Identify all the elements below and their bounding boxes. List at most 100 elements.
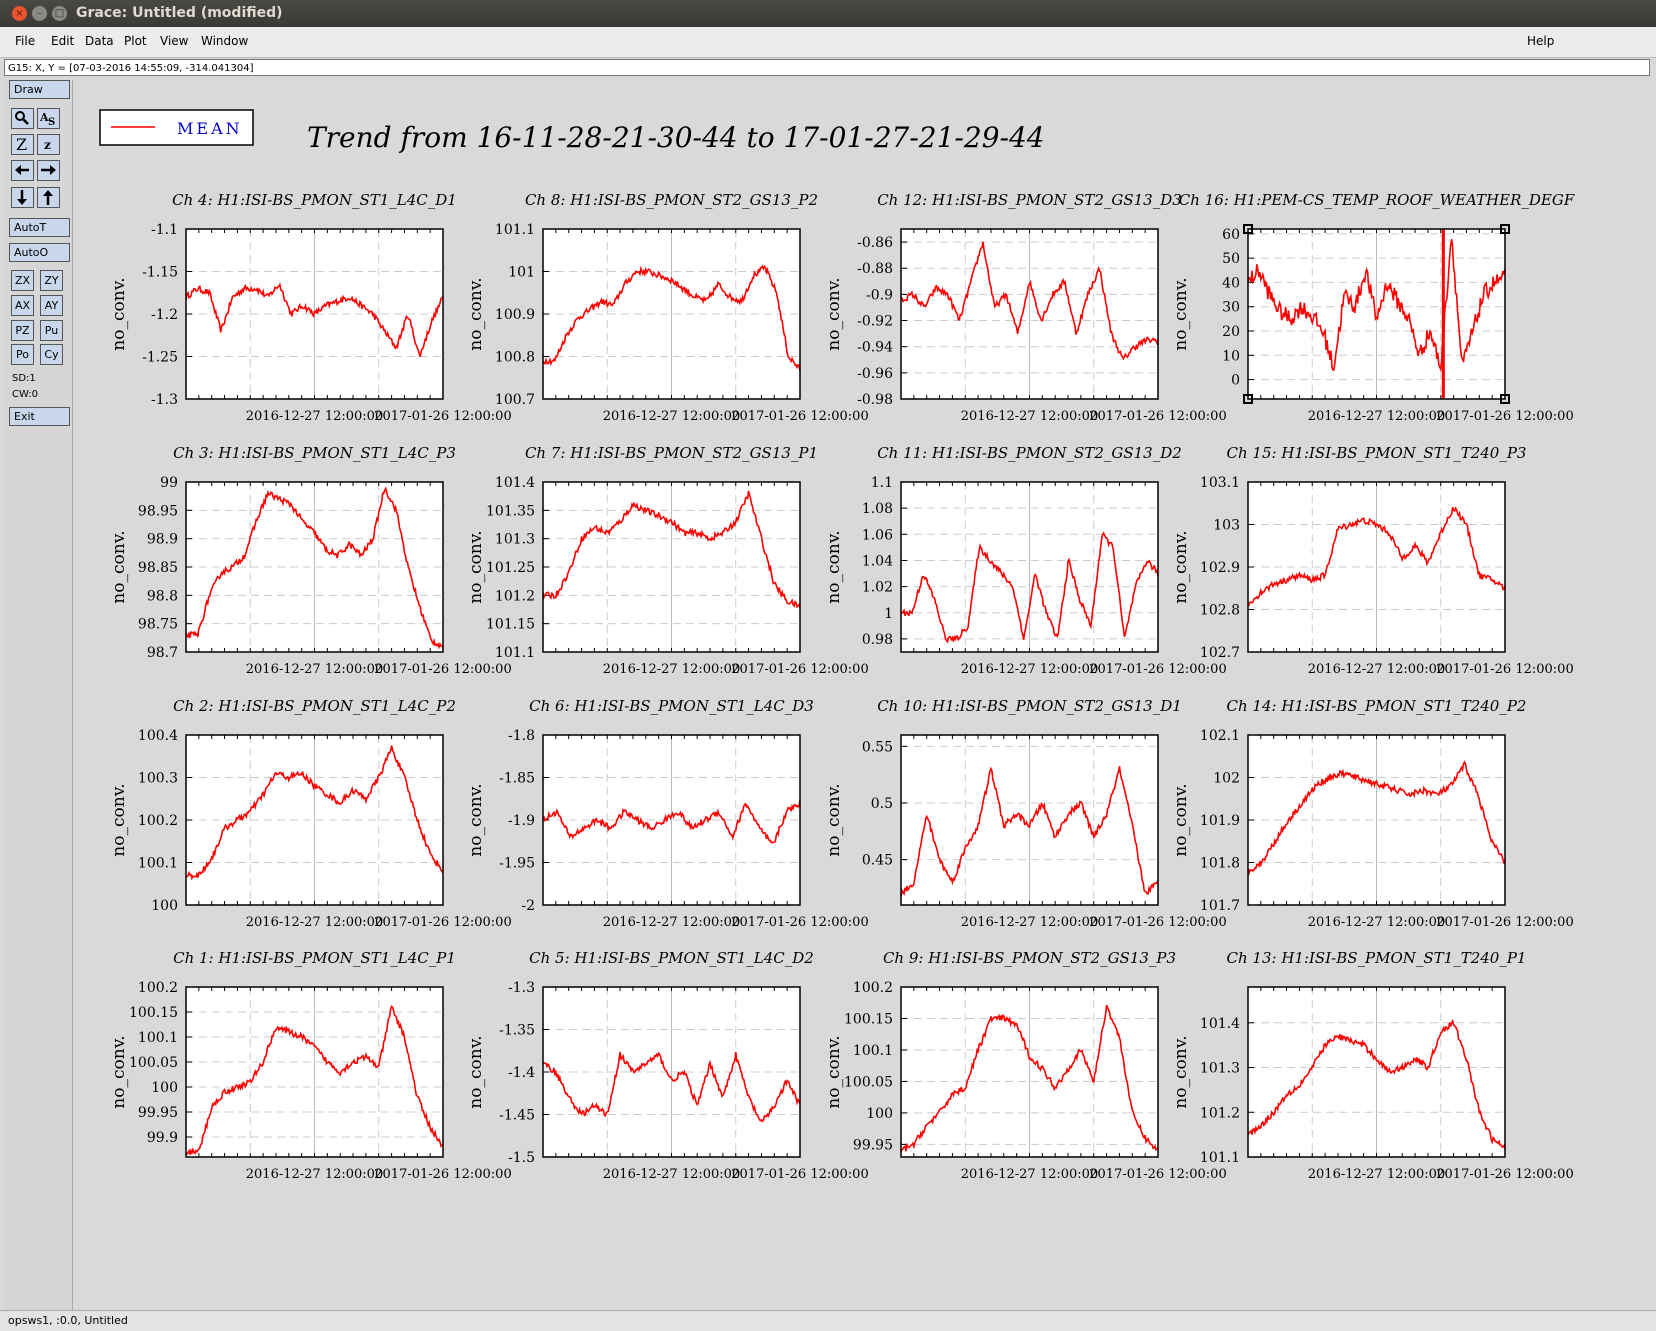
magnifier-icon[interactable]	[11, 108, 34, 129]
series-line	[900, 1004, 1159, 1153]
draw-button[interactable]: Draw	[9, 80, 70, 99]
x-tick-label: 2017-01-26 12:00:00	[1089, 1167, 1226, 1182]
y-tick-label: 40	[1222, 275, 1240, 291]
pz-button[interactable]: PZ	[11, 320, 34, 341]
y-tick-label: 100.15	[129, 1005, 178, 1021]
menu-file[interactable]: File	[15, 34, 36, 48]
po-button[interactable]: Po	[11, 344, 34, 365]
selection-handle[interactable]	[1243, 224, 1253, 234]
plot-svg[interactable]: MEAN Trend from 16-11-28-21-30-44 to 17-…	[73, 78, 1650, 1310]
y-tick-label: 100.4	[138, 728, 178, 744]
y-tick-label: 100.2	[853, 980, 893, 996]
y-axis-label: no_conv.	[466, 783, 486, 856]
trend-panel[interactable]: Ch 15: H1:ISI-BS_PMON_ST1_T240_P3 103.1 10…	[1171, 444, 1574, 677]
y-tick-label: 1.1	[871, 475, 893, 491]
trend-panel[interactable]: Ch 4: H1:ISI-BS_PMON_ST1_L4C_D1 -1.1 -1.15…	[109, 191, 512, 424]
y-tick-label: 100.2	[138, 813, 178, 829]
y-tick-label: 101.9	[1200, 813, 1240, 829]
autot-button[interactable]: AutoT	[9, 218, 70, 237]
selection-handle[interactable]	[1500, 224, 1510, 234]
y-tick-label: -1.95	[499, 856, 535, 872]
trend-panel[interactable]: Ch 14: H1:ISI-BS_PMON_ST1_T240_P2 102.1 10…	[1171, 697, 1574, 930]
trend-panel[interactable]: Ch 2: H1:ISI-BS_PMON_ST1_L4C_P2 100.4 100.…	[109, 697, 512, 930]
menu-plot[interactable]: Plot	[124, 34, 147, 48]
y-tick-label: 100	[866, 1106, 893, 1122]
menu-edit[interactable]: Edit	[51, 34, 75, 48]
trend-panel[interactable]: Ch 11: H1:ISI-BS_PMON_ST2_GS13_D2 1.1 1.08…	[824, 444, 1227, 677]
y-axis-label: no_conv.	[466, 530, 486, 603]
menu-view[interactable]: View	[160, 34, 189, 48]
menu-data[interactable]: Data	[85, 34, 114, 48]
zy-button[interactable]: ZY	[40, 270, 63, 291]
y-tick-label: 98.85	[138, 560, 178, 576]
legend-label: MEAN	[177, 119, 243, 138]
y-axis-label: no_conv.	[824, 783, 844, 856]
trend-panel[interactable]: Ch 1: H1:ISI-BS_PMON_ST1_L4C_P1 100.2 100.…	[109, 949, 512, 1182]
arrow-up-icon[interactable]	[37, 187, 60, 208]
panel-title: Ch 5: H1:ISI-BS_PMON_ST1_L4C_D2	[529, 949, 814, 967]
menu-window[interactable]: Window	[201, 34, 249, 48]
y-tick-label: -0.86	[857, 235, 893, 251]
arrow-right-icon[interactable]	[37, 160, 60, 181]
y-tick-label: 101.2	[495, 588, 535, 604]
trend-panel[interactable]: Ch 5: H1:ISI-BS_PMON_ST1_L4C_D2 -1.3 -1.35…	[466, 949, 869, 1182]
arrow-left-icon[interactable]	[11, 160, 34, 181]
window-close-button[interactable]: ×	[12, 6, 27, 21]
x-tick-label: 2017-01-26 12:00:00	[731, 1167, 868, 1182]
y-tick-label: 20	[1222, 324, 1240, 340]
trend-panel[interactable]: Ch 8: H1:ISI-BS_PMON_ST2_GS13_P2 101.1 101…	[466, 191, 869, 424]
selection-handle[interactable]	[1500, 394, 1510, 404]
trend-panel[interactable]: Ch 10: H1:ISI-BS_PMON_ST2_GS13_D1 0.55 0.5…	[824, 697, 1227, 930]
series-line	[185, 282, 444, 358]
pu-button[interactable]: Pu	[40, 320, 63, 341]
y-axis-label: no_conv.	[466, 1035, 486, 1108]
y-tick-label: -1.85	[499, 771, 535, 787]
trend-panel[interactable]: Ch 13: H1:ISI-BS_PMON_ST1_T240_P1 101.4 10…	[1171, 949, 1574, 1182]
window-maximize-button[interactable]: □	[52, 6, 67, 21]
y-tick-label: 99.95	[853, 1137, 893, 1153]
legend[interactable]: MEAN	[99, 109, 254, 146]
plot-canvas[interactable]: MEAN Trend from 16-11-28-21-30-44 to 17-…	[73, 78, 1650, 1310]
trend-panel[interactable]: Ch 7: H1:ISI-BS_PMON_ST2_GS13_P1 101.4 101…	[466, 444, 869, 677]
svg-text:A: A	[39, 111, 49, 124]
arrow-down-icon[interactable]	[11, 187, 34, 208]
trend-panel[interactable]: Ch 6: H1:ISI-BS_PMON_ST1_L4C_D3 -1.8 -1.85…	[466, 697, 869, 930]
ay-button[interactable]: AY	[40, 295, 63, 316]
y-tick-label: 101.3	[1200, 1061, 1240, 1077]
autoo-button[interactable]: AutoO	[9, 243, 70, 262]
trend-panel[interactable]: Ch 12: H1:ISI-BS_PMON_ST2_GS13_D3 -0.86 -0…	[824, 191, 1227, 424]
trend-panel[interactable]: Ch 16: H1:PEM-CS_TEMP_ROOF_WEATHER_DEGF 6…	[1171, 191, 1575, 424]
x-tick-label: 2016-12-27 12:00:00	[961, 662, 1098, 677]
plot-frame	[542, 481, 801, 653]
x-tick-label: 2017-01-26 12:00:00	[374, 409, 511, 424]
menu-help[interactable]: Help	[1527, 34, 1555, 48]
y-tick-label: 98.7	[147, 645, 178, 661]
plot-frame	[542, 986, 801, 1158]
y-tick-label: -1.9	[508, 813, 535, 829]
x-tick-label: 2017-01-26 12:00:00	[1089, 409, 1226, 424]
plot-frame	[900, 986, 1159, 1158]
x-tick-label: 2016-12-27 12:00:00	[961, 409, 1098, 424]
trend-panel[interactable]: Ch 9: H1:ISI-BS_PMON_ST2_GS13_P3 100.2 100…	[824, 949, 1227, 1182]
window-minimize-button[interactable]: –	[32, 6, 47, 21]
zoom-in-icon[interactable]: Z	[11, 134, 34, 155]
y-tick-label: 101.4	[1200, 1016, 1240, 1032]
x-tick-label: 2016-12-27 12:00:00	[1308, 662, 1445, 677]
trend-panel[interactable]: Ch 3: H1:ISI-BS_PMON_ST1_L4C_P3 99 98.95 98…	[109, 444, 512, 677]
y-axis-label: no_conv.	[1171, 530, 1191, 603]
zoom-out-icon[interactable]: z	[37, 134, 60, 155]
series-line	[185, 1004, 444, 1156]
panel-title: Ch 8: H1:ISI-BS_PMON_ST2_GS13_P2	[525, 191, 818, 209]
cy-button[interactable]: Cy	[40, 344, 63, 365]
x-tick-label: 2016-12-27 12:00:00	[603, 409, 740, 424]
zx-button[interactable]: ZX	[11, 270, 34, 291]
y-tick-label: 0.45	[862, 853, 893, 869]
series-line	[900, 531, 1159, 644]
selection-handle[interactable]	[1243, 394, 1253, 404]
exit-button[interactable]: Exit	[9, 407, 70, 426]
panel-title: Ch 12: H1:ISI-BS_PMON_ST2_GS13_D3	[877, 191, 1182, 209]
y-tick-label: -0.96	[857, 366, 893, 382]
ax-button[interactable]: AX	[11, 295, 34, 316]
plot-frame	[1247, 228, 1506, 400]
